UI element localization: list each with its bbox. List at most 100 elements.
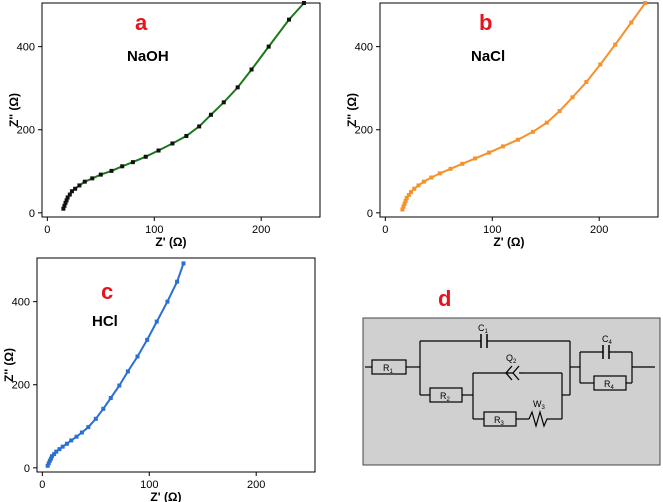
panel-c-chart: c HCl 0 100 200 0 200 400 Z' (Ω) Z'' (Ω): [2, 257, 316, 502]
panel-a-data-point: [130, 160, 135, 165]
panel-b-data-point: [557, 109, 562, 114]
panel-b-xtick-label: 100: [483, 224, 501, 236]
panel-b-data-point: [412, 186, 417, 191]
resistor-r2: [429, 387, 463, 403]
panel-a-data-point: [301, 1, 306, 5]
circuit-wires: [365, 340, 655, 420]
capacitor-c4: [602, 345, 610, 359]
panel-c-data-point: [101, 406, 106, 411]
panel-a-letter: a: [135, 10, 148, 35]
panel-c-letter: c: [101, 279, 113, 304]
panel-c-xtick-label: 0: [39, 479, 45, 491]
cpe-q2: [505, 365, 523, 381]
panel-a-data-point: [208, 112, 213, 117]
panel-a-chart: a NaOH 0 100 200 0 200 400 Z' (Ω) Z'' (Ω): [7, 1, 321, 249]
panel-c-data-point: [154, 319, 159, 324]
warburg-w3-label: W3: [533, 399, 546, 411]
panel-c-ylabel: Z'' (Ω): [2, 348, 16, 382]
panel-b-ylabel: Z'' (Ω): [345, 93, 359, 127]
panel-a-data-point: [249, 67, 254, 72]
panel-a-ylabel: Z'' (Ω): [7, 93, 21, 127]
panel-a-data-point: [197, 124, 202, 129]
panel-a-data-point: [90, 176, 95, 181]
panel-c-series-line: [46, 263, 185, 467]
panel-b-data-point: [473, 156, 478, 161]
panel-b-data-point: [530, 129, 535, 134]
resistor-r4-label: R4: [604, 379, 615, 391]
panel-a-ytick-label: 400: [17, 42, 35, 54]
panel-b-data-point: [448, 166, 453, 171]
panel-c-data-point: [175, 279, 180, 284]
panel-b-data-point: [515, 137, 520, 142]
panel-a-xtick-label: 200: [252, 224, 270, 236]
capacitor-c1: [480, 334, 488, 348]
circuit-background: [362, 317, 661, 466]
panel-c-data-point: [48, 456, 53, 461]
panel-b-data-point: [584, 79, 589, 84]
capacitor-c4-label: C4: [602, 334, 613, 346]
panel-c-data-point: [93, 416, 98, 421]
panel-c-data-point: [74, 434, 79, 439]
panel-c-xlabel: Z' (Ω): [150, 490, 181, 502]
panel-c-data-point: [145, 337, 150, 342]
panel-a-data-point: [82, 179, 87, 184]
panel-a-data-point: [61, 206, 66, 211]
cpe-q2-label: Q2: [506, 353, 517, 365]
panel-b-ytick-label: 200: [355, 125, 373, 137]
panel-c-data-point: [47, 458, 52, 463]
panel-c-xtick-label: 100: [140, 479, 158, 491]
panel-b-data-point: [598, 62, 603, 67]
panel-c-ytick-label: 0: [24, 463, 30, 475]
panel-d-letter: d: [438, 286, 451, 311]
panel-b-data-point: [544, 120, 549, 125]
panel-a-data-point: [156, 148, 161, 153]
panel-d-circuit: d: [362, 286, 661, 466]
warburg-w3: [528, 409, 549, 429]
panel-b-data-point: [429, 175, 434, 180]
panel-b-data-point: [404, 195, 409, 200]
panel-a-xtick-label: 100: [145, 224, 163, 236]
panel-c-data-point: [49, 454, 54, 459]
panel-c-data-point: [135, 354, 140, 359]
resistor-r3-label: R3: [494, 415, 505, 427]
panel-b-data-point: [570, 95, 575, 100]
panel-a-data-point: [62, 203, 67, 208]
panel-b-data-point: [629, 20, 634, 25]
panel-a-data-point: [65, 195, 70, 200]
panel-b-data-point: [500, 144, 505, 149]
panel-c-data-point: [54, 449, 59, 454]
panel-b-data-point: [460, 161, 465, 166]
panel-a-data-point: [221, 100, 226, 105]
panel-a-data-point: [235, 85, 240, 90]
panel-b-data-point: [401, 204, 406, 209]
panel-a-xlabel: Z' (Ω): [155, 235, 186, 249]
panel-b-xtick-label: 0: [382, 224, 388, 236]
panel-b-data-point: [402, 201, 407, 206]
panel-a-data-point: [109, 168, 114, 173]
panel-a-ytick-label: 200: [17, 125, 35, 137]
panel-b-data-point: [437, 171, 442, 176]
panel-a-data-point: [69, 189, 74, 194]
panel-b-ytick-label: 400: [355, 42, 373, 54]
panel-c-data-point: [125, 369, 130, 374]
panel-b-series-line: [401, 2, 647, 210]
panel-c-data-point: [86, 425, 91, 430]
panel-a-data-point: [184, 133, 189, 138]
panel-a-ytick-label: 0: [29, 208, 35, 220]
resistor-r3: [483, 411, 517, 427]
panel-b-data-point: [487, 150, 492, 155]
panel-c-data-point: [60, 444, 65, 449]
panel-b-letter: b: [479, 10, 492, 35]
panel-c-data-point: [45, 463, 50, 468]
panel-b-data-point: [403, 198, 408, 203]
panel-b-data-point: [400, 207, 405, 212]
panel-a-data-point: [286, 17, 291, 22]
panel-a-data-point: [63, 200, 68, 205]
panel-b-frame: [379, 2, 659, 218]
panel-a-data-point: [143, 154, 148, 159]
panel-b-xtick-label: 200: [590, 224, 608, 236]
panel-c-data-point: [69, 438, 74, 443]
capacitor-c1-label: C1: [478, 323, 489, 335]
panel-c-frame: [36, 257, 316, 473]
